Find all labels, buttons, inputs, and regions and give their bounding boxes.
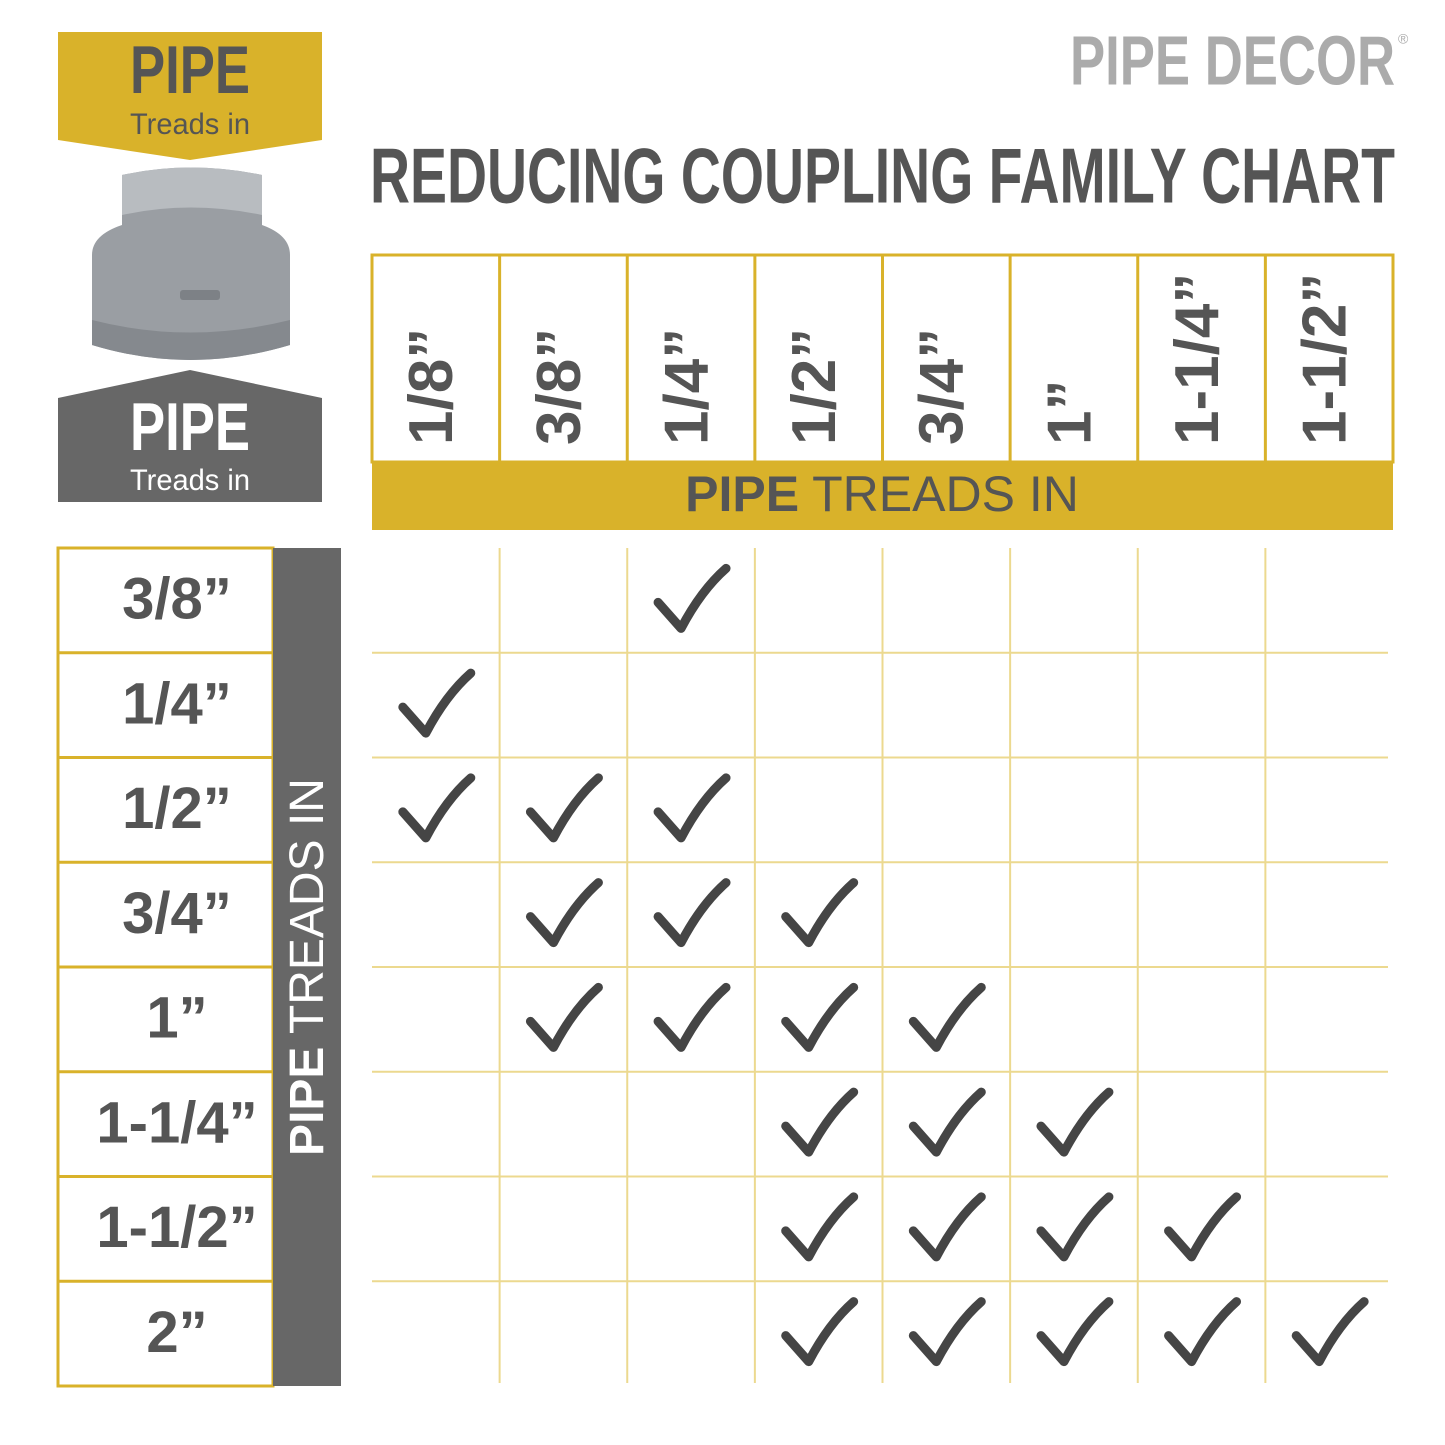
row-header: 1” [146, 986, 207, 1051]
column-header: 1/2” [780, 328, 849, 445]
coupling-image [92, 167, 290, 360]
row-label-bold: PIPE [281, 1047, 334, 1156]
row-header: 1-1/2” [96, 1195, 257, 1260]
column-header: 3/8” [525, 328, 594, 445]
row-header: 3/8” [122, 567, 232, 632]
row-header: 1/4” [122, 671, 232, 736]
check-mark [653, 982, 731, 1052]
row-header: 1/2” [122, 776, 232, 841]
check-mark [781, 1297, 859, 1367]
check-mark [525, 982, 603, 1052]
check-mark [908, 1192, 986, 1262]
row-header: 1-1/4” [96, 1090, 257, 1155]
check-mark [1164, 1297, 1242, 1367]
check-mark [908, 982, 986, 1052]
check-mark [781, 982, 859, 1052]
column-header: 3/4” [908, 328, 977, 445]
row-header: 2” [146, 1300, 207, 1365]
column-label-rest: TREADS IN [812, 466, 1079, 522]
top-badge-subtitle: Treads in [130, 108, 250, 141]
check-mark [1164, 1192, 1242, 1262]
check-mark [781, 1192, 859, 1262]
top-badge [58, 32, 322, 160]
check-mark [525, 773, 603, 843]
check-mark [781, 878, 859, 948]
column-header: 1” [1035, 380, 1104, 445]
column-label-bold: PIPE [685, 466, 799, 522]
check-mark [1036, 1297, 1114, 1367]
row-label-rest: TREADS IN [281, 778, 334, 1034]
row-label-bar [273, 548, 341, 1386]
column-label: PIPE TREADS IN [685, 466, 1079, 522]
check-mark [1291, 1297, 1369, 1367]
check-mark [398, 668, 476, 738]
check-mark [908, 1087, 986, 1157]
check-mark [525, 878, 603, 948]
row-header: 3/4” [122, 881, 232, 946]
bottom-badge-title: PIPE [130, 389, 250, 465]
bottom-badge [58, 370, 322, 502]
brand-name: PIPE DECOR [1070, 21, 1395, 99]
check-mark [908, 1297, 986, 1367]
check-mark [653, 773, 731, 843]
column-label-bar [372, 462, 1393, 530]
check-mark [781, 1087, 859, 1157]
column-header: 1-1/4” [1163, 273, 1232, 445]
column-header: 1/8” [397, 328, 466, 445]
chart-title: REDUCING COUPLING FAMILY CHART [370, 132, 1395, 220]
check-mark [1036, 1087, 1114, 1157]
bottom-badge-subtitle: Treads in [130, 464, 250, 497]
brand-mark: ® [1398, 31, 1409, 47]
check-mark [398, 773, 476, 843]
check-mark [653, 563, 731, 633]
row-label: PIPE TREADS IN [281, 778, 334, 1156]
column-header: 1-1/2” [1291, 273, 1360, 445]
check-mark [653, 878, 731, 948]
column-header: 1/4” [652, 328, 721, 445]
check-mark [1036, 1192, 1114, 1262]
top-badge-title: PIPE [130, 32, 250, 108]
